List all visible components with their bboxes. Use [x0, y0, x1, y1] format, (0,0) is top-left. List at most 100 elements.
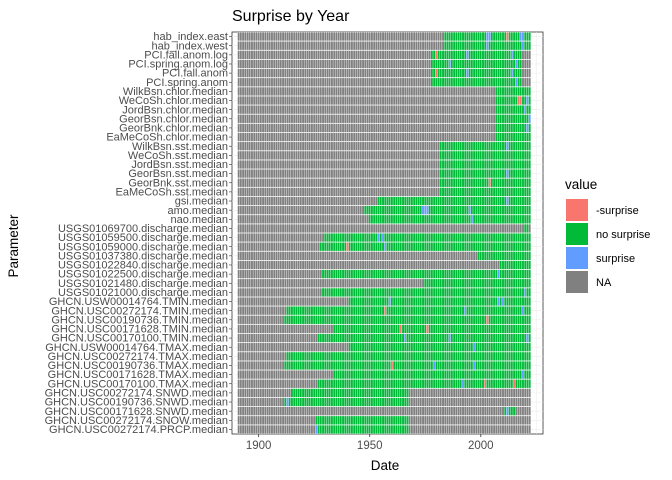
heatmap-cell	[248, 370, 252, 380]
heatmap-cell	[443, 278, 447, 288]
heatmap-cell	[252, 105, 256, 115]
heatmap-cell	[339, 269, 343, 279]
heatmap-cell	[510, 77, 514, 87]
heatmap-cell	[388, 223, 391, 233]
heatmap-cell	[361, 141, 365, 151]
heatmap-cell	[439, 68, 443, 78]
heatmap-cell	[277, 233, 280, 243]
heatmap-cell	[297, 315, 300, 325]
heatmap-cell	[408, 41, 411, 51]
heatmap-cell	[503, 315, 507, 325]
heatmap-cell	[255, 324, 258, 334]
heatmap-cell	[321, 77, 325, 87]
heatmap-cell	[466, 114, 469, 124]
heatmap-cell	[344, 59, 347, 69]
heatmap-cell	[432, 141, 436, 151]
heatmap-cell	[372, 260, 376, 270]
heatmap-cell	[264, 187, 267, 197]
heatmap-cell	[459, 132, 463, 142]
heatmap-cell	[241, 242, 245, 252]
heatmap-cell	[339, 169, 343, 179]
heatmap-cell	[417, 68, 420, 78]
heatmap-cell	[452, 251, 456, 261]
heatmap-cell	[352, 50, 356, 60]
heatmap-cell	[517, 251, 520, 261]
heatmap-cell	[492, 187, 496, 197]
heatmap-cell	[483, 297, 487, 306]
heatmap-cell	[295, 315, 298, 325]
heatmap-cell	[466, 342, 469, 352]
heatmap-cell	[528, 132, 531, 142]
heatmap-cell	[428, 205, 431, 215]
heatmap-cell	[419, 160, 423, 169]
heatmap-cell	[452, 223, 456, 233]
heatmap-cell	[503, 50, 507, 60]
heatmap-cell	[332, 260, 336, 270]
heatmap-cell	[521, 59, 525, 69]
heatmap-cell	[521, 68, 525, 78]
heatmap-cell	[348, 278, 351, 288]
heatmap-cell	[315, 132, 318, 142]
heatmap-cell	[332, 41, 336, 51]
heatmap-cell	[357, 187, 360, 197]
heatmap-cell	[312, 114, 316, 124]
heatmap-cell	[328, 32, 332, 42]
heatmap-cell	[388, 59, 391, 69]
heatmap-cell	[452, 342, 456, 352]
heatmap-cell	[432, 242, 436, 252]
heatmap-cell	[295, 132, 298, 142]
heatmap-cell	[515, 187, 518, 197]
heatmap-cell	[528, 105, 531, 115]
heatmap-cell	[264, 251, 267, 261]
heatmap-cell	[470, 50, 474, 60]
heatmap-cell	[299, 196, 303, 206]
heatmap-cell	[446, 297, 449, 306]
heatmap-cell	[390, 141, 394, 151]
heatmap-cell	[519, 68, 523, 78]
heatmap-cell	[421, 41, 425, 51]
heatmap-cell	[364, 105, 367, 115]
heatmap-cell	[372, 96, 376, 105]
heatmap-cell	[406, 205, 409, 215]
heatmap-cell	[512, 306, 516, 316]
heatmap-cell	[381, 32, 385, 42]
heatmap-cell	[506, 306, 509, 316]
heatmap-cell	[301, 77, 305, 87]
heatmap-cell	[295, 141, 298, 151]
heatmap-cell	[335, 287, 338, 297]
heatmap-cell	[395, 50, 398, 60]
heatmap-cell	[408, 333, 411, 343]
heatmap-cell	[412, 169, 416, 179]
heatmap-cell	[355, 297, 358, 306]
heatmap-cell	[386, 32, 389, 42]
heatmap-cell	[275, 132, 278, 142]
heatmap-cell	[264, 96, 267, 105]
heatmap-cell	[355, 86, 358, 96]
heatmap-cell	[477, 86, 480, 96]
heatmap-cell	[397, 160, 400, 169]
heatmap-cell	[450, 132, 454, 142]
heatmap-cell	[250, 160, 254, 169]
heatmap-cell	[352, 68, 356, 78]
heatmap-cell	[324, 269, 327, 279]
heatmap-cell	[355, 278, 358, 288]
heatmap-cell	[372, 59, 376, 69]
heatmap-cell	[341, 141, 345, 151]
heatmap-cell	[281, 132, 285, 142]
heatmap-cell	[408, 160, 411, 169]
heatmap-cell	[515, 361, 518, 370]
heatmap-cell	[526, 315, 529, 325]
heatmap-cell	[337, 242, 340, 252]
heatmap-cell	[319, 333, 323, 343]
heatmap-cell	[290, 59, 294, 69]
heatmap-cell	[244, 160, 247, 169]
heatmap-cell	[395, 105, 398, 115]
heatmap-cell	[390, 342, 394, 352]
heatmap-cell	[344, 41, 347, 51]
heatmap-cell	[281, 32, 285, 42]
heatmap-cell	[477, 141, 480, 151]
heatmap-cell	[459, 59, 463, 69]
heatmap-cell	[404, 297, 407, 306]
heatmap-cell	[468, 361, 471, 370]
heatmap-cell	[304, 141, 307, 151]
